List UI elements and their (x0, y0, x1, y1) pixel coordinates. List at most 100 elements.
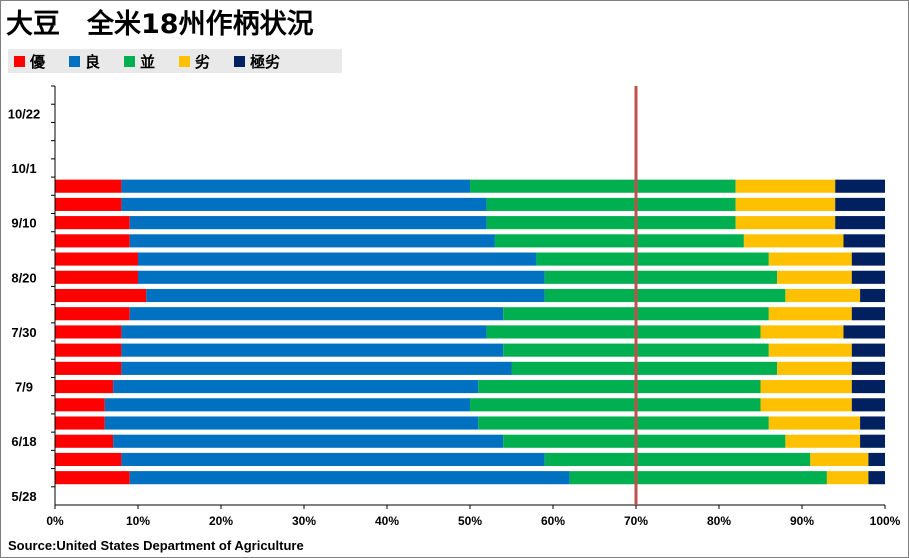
bar-segment (851, 252, 885, 266)
y-tick-label: 8/20 (11, 270, 36, 285)
legend-swatch (69, 55, 81, 67)
bar-segment (860, 434, 885, 448)
bar-segment (121, 452, 545, 467)
bar-segment (55, 288, 147, 303)
bar-segment (735, 197, 836, 211)
bar-segment (735, 216, 836, 230)
bar-segment (113, 380, 479, 394)
bar-segment (768, 416, 861, 430)
bar-segment (494, 234, 744, 248)
bar-segment (121, 325, 487, 339)
x-tick-label: 10% (126, 514, 150, 528)
bar-segment (851, 380, 885, 394)
bar-segment (785, 288, 861, 303)
bar-segment (860, 288, 885, 303)
bar-segment (760, 380, 852, 394)
bar-segment (478, 416, 769, 430)
bar-segment (768, 307, 852, 321)
bar-segment (104, 416, 479, 430)
bar-segment (544, 288, 786, 303)
x-tick-label: 40% (375, 514, 399, 528)
legend-label: 良 (85, 52, 101, 71)
bar-segment (569, 471, 827, 485)
bar-segment (835, 216, 885, 230)
bar-segment (868, 471, 885, 485)
bar-segment (851, 361, 885, 375)
bar-segment (478, 380, 761, 394)
y-tick-label: 6/18 (11, 434, 36, 449)
bar-segment (785, 434, 861, 448)
bar-segment (104, 398, 471, 412)
bar-segment (55, 452, 122, 467)
bar-segment (843, 234, 885, 248)
bar-segment (55, 234, 130, 248)
x-tick-label: 20% (209, 514, 233, 528)
bar-segment (146, 288, 545, 303)
bar-segment (121, 197, 487, 211)
y-tick-label: 10/22 (8, 106, 41, 121)
bar-segment (544, 270, 778, 284)
bar-segment (544, 452, 811, 467)
bar-segment (851, 398, 885, 412)
bar-segment (138, 252, 537, 266)
legend-swatch (234, 55, 246, 67)
bar-segment (55, 471, 130, 485)
bar-segment (121, 179, 471, 193)
bar-segment (129, 307, 504, 321)
bar-segment (810, 452, 869, 467)
bar-segment (55, 307, 130, 321)
bar-segment (113, 434, 504, 448)
x-tick-label: 0% (46, 514, 64, 528)
bar-segment (129, 471, 570, 485)
x-tick-label: 100% (870, 514, 901, 528)
bar-segment (486, 216, 736, 230)
y-tick-label: 5/28 (11, 489, 36, 504)
bar-segment (55, 270, 138, 284)
bar-segment (760, 325, 844, 339)
legend-item: 並 (124, 51, 155, 72)
bar-segment (55, 361, 122, 375)
legend-label: 劣 (195, 52, 211, 71)
legend-item: 優 (14, 51, 45, 72)
bar-segment (55, 434, 114, 448)
legend-item: 劣 (179, 51, 210, 72)
bar-segment (470, 398, 761, 412)
bar-segment (121, 361, 512, 375)
bar-segment (860, 416, 885, 430)
bar-segment (55, 325, 122, 339)
legend-label: 極劣 (250, 52, 281, 71)
bar-segment (768, 343, 852, 357)
bar-segment (486, 197, 736, 211)
bar-segment (138, 270, 545, 284)
legend-swatch (124, 55, 136, 67)
legend-swatch (179, 55, 191, 67)
chart-title: 大豆 全米18州作柄状況 (6, 9, 314, 40)
legend: 優 良 並 劣 極劣 (8, 49, 342, 73)
x-tick-label: 90% (790, 514, 814, 528)
x-tick-label: 30% (292, 514, 316, 528)
bar-segment (55, 197, 122, 211)
legend-label: 優 (30, 52, 46, 71)
bar-segment (55, 416, 105, 430)
bar-segment (55, 343, 122, 357)
bar-segment (743, 234, 844, 248)
bar-segment (470, 179, 736, 193)
y-tick-label: 7/9 (15, 380, 33, 395)
bar-segment (121, 343, 504, 357)
y-tick-label: 10/1 (11, 161, 36, 176)
bar-segment (129, 234, 495, 248)
bar-segment (503, 434, 786, 448)
bar-segment (826, 471, 869, 485)
legend-swatch (14, 55, 25, 67)
bar-segment (55, 216, 130, 230)
bar-segment (768, 252, 852, 266)
x-tick-label: 60% (541, 514, 565, 528)
bar-segment (129, 216, 487, 230)
y-tick-label: 7/30 (11, 325, 36, 340)
bar-segment (486, 325, 761, 339)
bar-segment (777, 270, 852, 284)
x-tick-label: 70% (624, 514, 648, 528)
bar-segment (851, 270, 885, 284)
bar-segment (851, 343, 885, 357)
